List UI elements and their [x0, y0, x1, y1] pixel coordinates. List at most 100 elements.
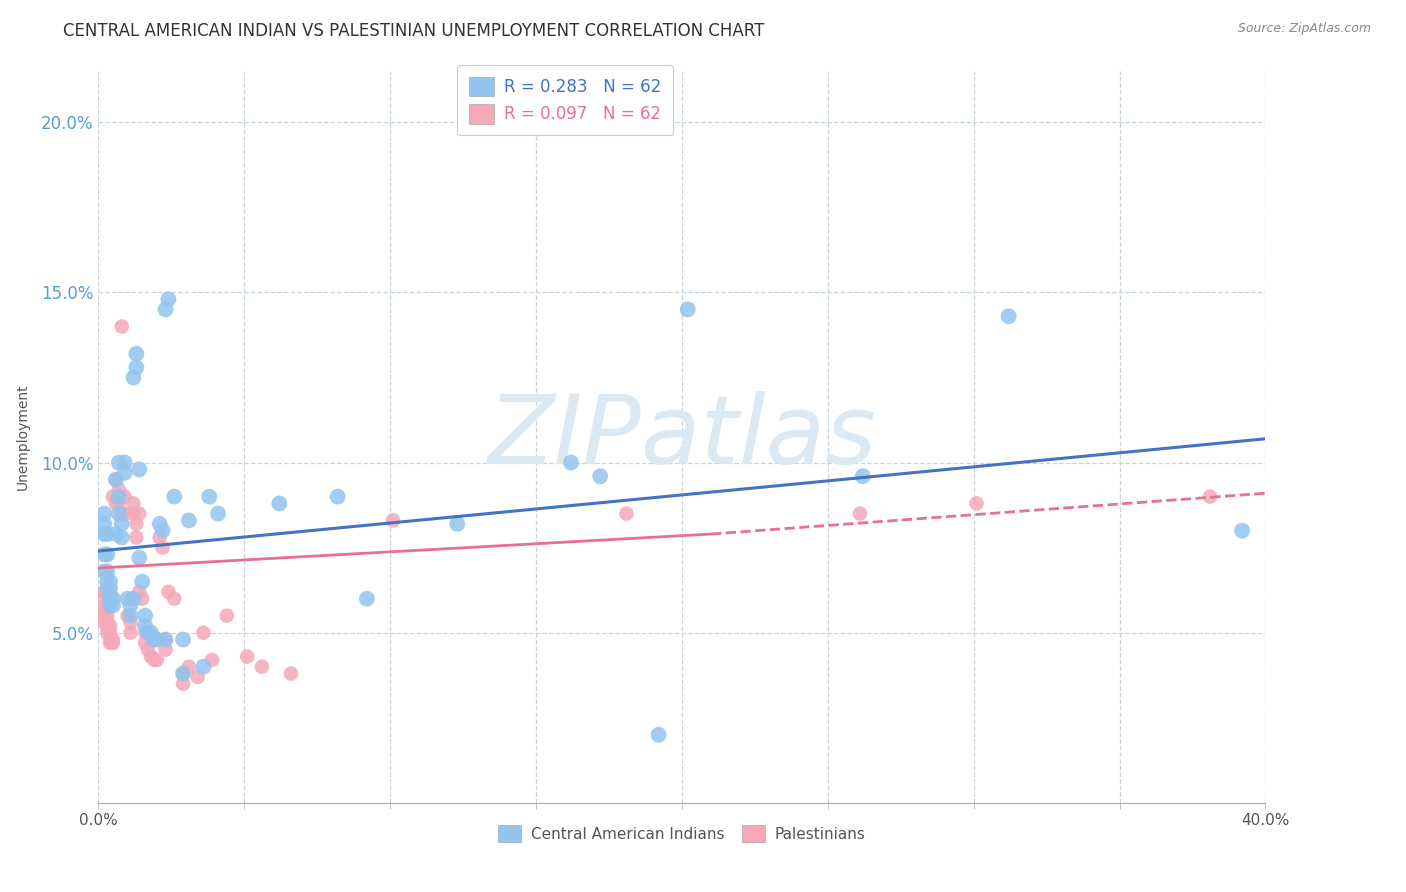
Point [356, 591, 378, 606]
Point [128, 585, 150, 599]
Point [134, 636, 156, 650]
Point [157, 293, 180, 307]
Point [149, 531, 172, 545]
Point [215, 608, 238, 623]
Point [125, 360, 148, 375]
Point [111, 319, 134, 334]
Point [108, 483, 131, 497]
Point [136, 642, 159, 657]
Point [172, 666, 194, 681]
Point [93, 516, 115, 531]
Point [108, 496, 131, 510]
Point [101, 632, 124, 647]
Point [187, 670, 209, 684]
Point [114, 456, 136, 470]
Point [120, 599, 142, 613]
Point [131, 574, 153, 589]
Point [114, 466, 136, 480]
Point [93, 548, 115, 562]
Point [142, 653, 165, 667]
Point [589, 469, 612, 483]
Point [108, 507, 131, 521]
Point [172, 666, 194, 681]
Point [104, 496, 127, 510]
Point [280, 666, 302, 681]
Point [117, 608, 139, 623]
Point [139, 625, 162, 640]
Point [155, 642, 177, 657]
Point [93, 615, 115, 630]
Point [93, 585, 115, 599]
Point [98, 599, 121, 613]
Point [122, 496, 145, 510]
Point [111, 516, 134, 531]
Point [193, 625, 215, 640]
Point [96, 625, 118, 640]
Point [98, 574, 121, 589]
Point [163, 591, 186, 606]
Point [125, 516, 148, 531]
Point [125, 347, 148, 361]
Point [269, 496, 291, 510]
Point [114, 490, 136, 504]
Point [98, 625, 121, 640]
Point [146, 632, 169, 647]
Point [966, 496, 988, 510]
Point [849, 507, 872, 521]
Point [96, 527, 118, 541]
Point [96, 619, 118, 633]
Point [122, 591, 145, 606]
Point [236, 649, 259, 664]
Point [96, 548, 118, 562]
Point [93, 608, 115, 623]
Point [676, 302, 699, 317]
Point [152, 524, 174, 538]
Point [98, 591, 121, 606]
Point [382, 513, 405, 527]
Point [139, 649, 162, 664]
Point [155, 302, 177, 317]
Point [122, 507, 145, 521]
Point [98, 632, 121, 647]
Point [155, 632, 177, 647]
Point [104, 473, 127, 487]
Point [152, 541, 174, 555]
Point [136, 625, 159, 640]
Point [134, 625, 156, 640]
Legend: Central American Indians, Palestinians: Central American Indians, Palestinians [491, 817, 873, 850]
Point [96, 615, 118, 630]
Point [446, 516, 468, 531]
Point [96, 582, 118, 596]
Point [120, 608, 142, 623]
Point [101, 636, 124, 650]
Point [155, 632, 177, 647]
Point [177, 659, 200, 673]
Point [93, 602, 115, 616]
Point [96, 574, 118, 589]
Point [96, 599, 118, 613]
Point [172, 632, 194, 647]
Point [131, 591, 153, 606]
Point [146, 653, 169, 667]
Point [616, 507, 638, 521]
Point [98, 619, 121, 633]
Point [134, 619, 156, 633]
Point [177, 513, 200, 527]
Point [326, 490, 349, 504]
Point [108, 490, 131, 504]
Point [157, 585, 180, 599]
Point [98, 636, 121, 650]
Point [93, 527, 115, 541]
Point [125, 531, 148, 545]
Point [104, 527, 127, 541]
Point [108, 456, 131, 470]
Point [128, 462, 150, 476]
Point [120, 615, 142, 630]
Text: ZIPatlas: ZIPatlas [488, 391, 876, 483]
Point [207, 507, 229, 521]
Point [96, 565, 118, 579]
Point [193, 659, 215, 673]
Point [134, 608, 156, 623]
Point [101, 599, 124, 613]
Point [172, 677, 194, 691]
